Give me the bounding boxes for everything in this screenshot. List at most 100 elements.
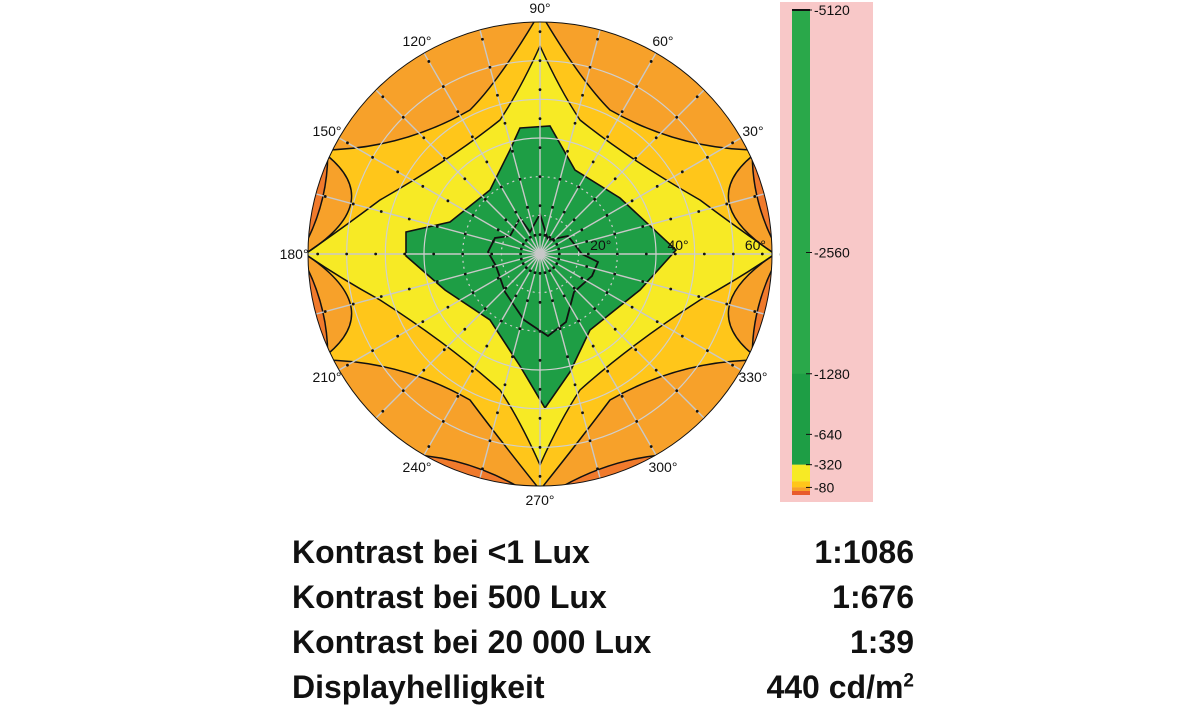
sample-dot <box>634 348 638 352</box>
sample-dot <box>371 155 374 159</box>
sample-dot <box>371 349 374 353</box>
sample-dot <box>499 319 503 323</box>
stat-row: Kontrast bei <1 Lux 1:1086 <box>292 534 914 579</box>
scale-band-light-orange <box>792 481 810 488</box>
stat-value-text: 1:676 <box>832 579 914 615</box>
sample-dot <box>588 65 592 69</box>
sample-dot <box>585 265 589 268</box>
sample-dot <box>346 141 349 145</box>
sample-dot <box>421 320 425 324</box>
sample-dot <box>613 177 617 181</box>
sample-dot <box>675 389 679 393</box>
sample-dot <box>753 310 757 313</box>
stat-value: 1:1086 <box>814 534 914 571</box>
stat-row: Kontrast bei 500 Lux 1:676 <box>292 579 914 624</box>
sample-dot <box>695 409 699 413</box>
sample-dot <box>496 228 500 232</box>
sample-dot <box>591 160 595 164</box>
sample-dot <box>731 363 734 367</box>
sample-dot <box>538 175 542 179</box>
sample-dot <box>680 170 684 174</box>
sample-dot <box>725 202 729 206</box>
sample-dot <box>470 369 474 373</box>
sample-dot <box>538 474 542 478</box>
sample-dot <box>456 394 460 398</box>
grid-ring <box>500 214 580 294</box>
sample-dot <box>521 262 525 266</box>
sample-dot <box>435 225 439 228</box>
stat-label: Kontrast bei 20 000 Lux <box>292 624 652 660</box>
sample-dot <box>593 197 597 201</box>
stat-row: Kontrast bei 20 000 Lux 1:39 <box>292 624 914 669</box>
sample-dot <box>655 184 659 188</box>
sample-dot <box>585 240 589 243</box>
stat-label: Kontrast bei <1 Lux <box>292 534 590 570</box>
sample-dot <box>518 327 522 331</box>
sample-dot <box>543 271 547 275</box>
scale-label: -5120 <box>814 2 850 18</box>
sample-dot <box>427 445 431 448</box>
sample-dot <box>606 135 610 139</box>
sample-dot <box>499 185 503 189</box>
sample-dot <box>503 383 507 387</box>
sample-dot <box>442 156 446 160</box>
sample-dot <box>351 202 355 206</box>
sample-dot <box>488 65 492 69</box>
sample-dot <box>551 299 554 303</box>
sample-dot <box>463 272 467 276</box>
sample-dot <box>596 37 599 41</box>
sample-dot <box>396 334 400 338</box>
sample-dot <box>526 299 529 303</box>
angle-label: 300° <box>648 459 677 475</box>
sample-dot <box>641 280 645 283</box>
stat-value: 1:39 <box>850 624 914 661</box>
angle-label: 330° <box>738 369 767 385</box>
sample-dot <box>543 233 547 237</box>
stats-table: Kontrast bei <1 Lux 1:1086 Kontrast bei 50… <box>292 534 914 714</box>
sample-dot <box>407 287 411 291</box>
stat-value-superscript: 2 <box>903 670 914 692</box>
sample-dot <box>573 121 577 125</box>
sample-dot <box>521 242 525 246</box>
sample-dot <box>654 368 658 372</box>
sample-dot <box>396 170 400 174</box>
sample-dot <box>669 217 673 221</box>
sample-dot <box>649 445 653 448</box>
sample-dot <box>635 85 639 88</box>
sample-dot <box>528 235 532 239</box>
angle-label: 60° <box>652 33 673 49</box>
sample-dot <box>538 445 542 449</box>
sample-dot <box>580 228 584 232</box>
sample-dot <box>323 310 327 313</box>
grid-ring <box>423 137 657 371</box>
sample-dot <box>566 149 569 153</box>
sample-dot <box>379 295 383 298</box>
sample-dot <box>503 121 507 125</box>
sample-dot <box>586 252 590 256</box>
sample-dot <box>351 302 355 306</box>
sample-dot <box>655 320 659 324</box>
sample-dot <box>581 411 584 415</box>
sample-dot <box>644 252 648 256</box>
sample-dot <box>456 110 460 114</box>
sample-dot <box>552 238 556 242</box>
sample-dot <box>496 411 499 415</box>
sample-dot <box>605 213 609 217</box>
sample-dot <box>572 218 576 222</box>
sample-dot <box>514 210 518 214</box>
sample-dot <box>463 327 467 331</box>
radius-label: 40° <box>667 237 688 253</box>
sample-dot <box>538 358 542 362</box>
scale-label: -80 <box>814 479 834 495</box>
sample-dot <box>435 280 439 283</box>
sample-dot <box>697 295 701 298</box>
polar-grid <box>308 22 772 486</box>
sample-dot <box>345 252 349 256</box>
sample-dot <box>518 177 522 181</box>
radius-labels: 20° 40° 60° <box>590 237 766 253</box>
sample-dot <box>427 60 431 63</box>
sample-dot <box>381 95 385 99</box>
scale-label: -640 <box>814 426 842 442</box>
sample-dot <box>491 240 495 243</box>
sample-dot <box>511 355 514 359</box>
